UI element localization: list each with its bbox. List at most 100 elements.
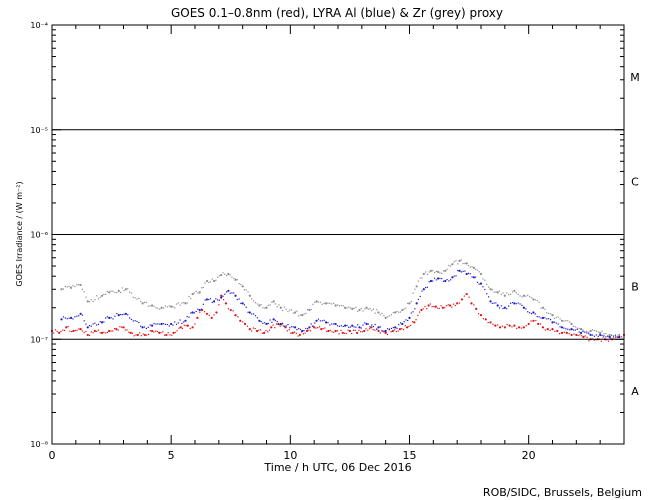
trace-dot — [408, 325, 410, 327]
trace-dot — [127, 288, 129, 290]
trace-dot — [605, 333, 607, 335]
trace-dot — [315, 327, 317, 329]
trace-dot — [417, 298, 420, 301]
trace-dot — [231, 276, 233, 278]
trace-dot — [473, 304, 475, 306]
trace-dot — [85, 330, 87, 333]
trace-dot — [403, 308, 405, 310]
trace-dot — [405, 319, 407, 321]
trace-dot — [361, 331, 364, 333]
data-point — [272, 300, 275, 303]
trace-dot — [553, 317, 556, 319]
data-point — [448, 304, 452, 307]
trace-dot — [246, 325, 249, 327]
trace-dot — [301, 331, 303, 333]
data-point — [205, 279, 209, 283]
trace-dot — [417, 280, 420, 282]
trace-dot — [197, 292, 199, 294]
trace-dot — [164, 334, 166, 336]
trace-dot — [285, 325, 287, 327]
data-point — [301, 329, 304, 333]
trace-dot — [63, 329, 66, 332]
trace-dot — [469, 273, 471, 275]
x-axis: 0 5 10 15 20 — [49, 25, 625, 462]
trace-dot — [544, 329, 546, 331]
trace-dot — [105, 332, 107, 334]
trace-dot — [343, 332, 346, 334]
trace-dot — [616, 335, 618, 337]
data-point — [503, 326, 506, 329]
trace-dot — [607, 335, 609, 338]
trace-dot — [307, 308, 309, 311]
trace-dot — [254, 315, 257, 317]
trace-dot — [229, 292, 231, 294]
trace-dot — [202, 303, 204, 305]
trace-dot — [609, 337, 611, 339]
trace-dot — [368, 328, 371, 330]
trace-dot — [355, 326, 357, 328]
trace-dot — [176, 330, 178, 332]
trace-dot — [74, 329, 76, 331]
trace-dot — [447, 304, 449, 306]
x-tick-label: 10 — [283, 449, 297, 462]
trace-dot — [372, 325, 375, 328]
trace-dot — [462, 262, 464, 265]
trace-dot — [396, 310, 398, 313]
trace-dot — [419, 311, 421, 313]
trace-dot — [348, 306, 350, 308]
trace-dot — [386, 328, 389, 330]
trace-dot — [603, 333, 605, 335]
trace-dot — [421, 290, 423, 292]
trace-dot — [379, 332, 381, 334]
trace-dot — [153, 322, 155, 325]
trace-dot — [314, 301, 316, 303]
trace-dot — [407, 319, 409, 322]
trace-dot — [414, 288, 416, 290]
trace-dot — [296, 329, 298, 331]
data-point — [344, 306, 347, 309]
x-tick-label: 15 — [403, 449, 417, 462]
trace-dot — [440, 305, 442, 307]
trace-dot — [279, 325, 281, 327]
data-point — [136, 333, 139, 337]
trace-dot — [90, 325, 92, 327]
trace-dot — [381, 330, 383, 332]
trace-dot — [563, 331, 566, 333]
trace-dot — [164, 305, 167, 307]
trace-dot — [321, 320, 323, 322]
trace-dot — [394, 329, 396, 331]
trace-dot — [478, 313, 480, 315]
trace-dot — [261, 332, 263, 334]
trace-dot — [357, 310, 359, 313]
trace-dot — [155, 323, 157, 325]
data-point — [184, 302, 187, 305]
data-point — [284, 326, 287, 329]
trace-dot — [121, 287, 123, 289]
trace-dot — [493, 302, 495, 304]
trace-dot — [352, 329, 355, 331]
trace-dot — [68, 317, 70, 319]
data-point — [475, 307, 478, 310]
trace-dot — [605, 336, 607, 338]
trace-dot — [538, 316, 540, 318]
trace-dot — [177, 322, 179, 324]
trace-dot — [593, 329, 596, 332]
trace-dot — [569, 329, 571, 331]
trace-dot — [309, 330, 312, 332]
trace-dot — [209, 298, 212, 300]
trace-dot — [283, 306, 285, 308]
trace-dot — [162, 323, 165, 325]
data-point — [320, 327, 323, 331]
trace-dot — [365, 328, 367, 330]
trace-dot — [199, 311, 201, 313]
data-point — [413, 321, 416, 324]
trace-dot — [445, 305, 448, 307]
trace-dot — [616, 336, 619, 338]
trace-dot — [586, 330, 588, 333]
trace-dot — [181, 322, 183, 325]
trace-dot — [530, 297, 533, 299]
trace-dot — [383, 330, 385, 332]
trace-dot — [133, 335, 135, 337]
trace-dot — [611, 334, 613, 336]
data-point — [479, 272, 483, 276]
